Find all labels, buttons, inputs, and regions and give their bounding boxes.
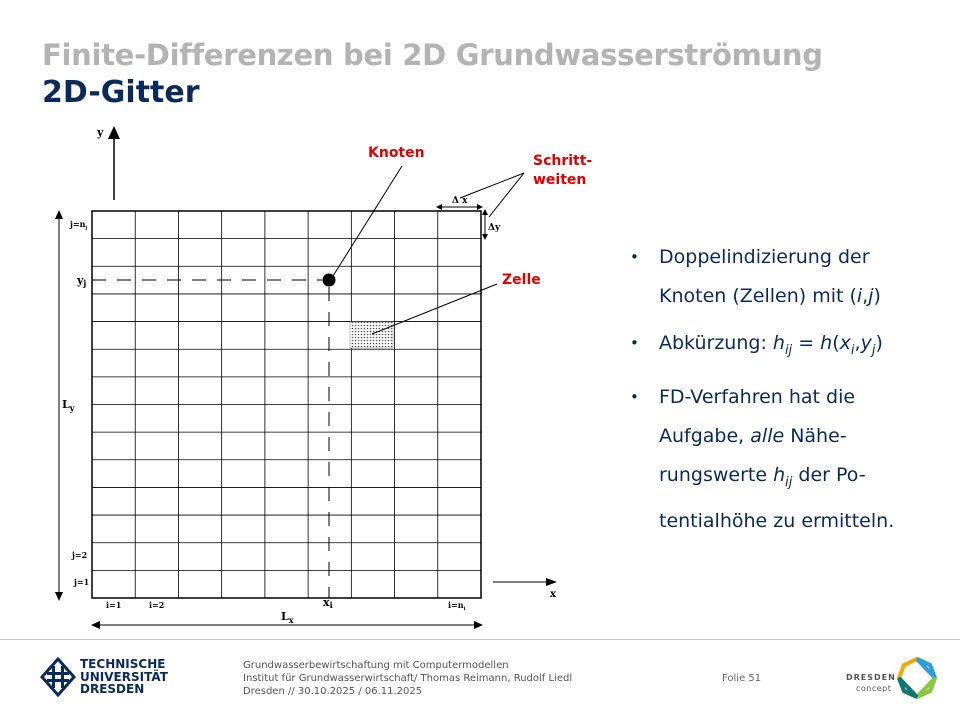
y-axis-label: y bbox=[96, 126, 104, 139]
col-last-label: i=ni bbox=[448, 600, 466, 612]
width-arrow-left bbox=[91, 621, 100, 629]
slide-subtitle: 2D-Gitter bbox=[42, 75, 200, 110]
col2-label: i=2 bbox=[149, 600, 164, 610]
x-axis-arrowhead bbox=[546, 578, 557, 586]
footer-divider bbox=[0, 639, 960, 640]
col-xi-label: xi bbox=[323, 596, 333, 610]
width-label: Lx bbox=[281, 610, 294, 625]
slide-number: Folie 51 bbox=[722, 673, 762, 684]
y-axis-arrowhead bbox=[108, 126, 120, 139]
cell-leader-line bbox=[371, 283, 498, 335]
height-arrow-bottom bbox=[55, 592, 63, 601]
course-info: Grundwasserbewirtschaftung mit Computerm… bbox=[243, 660, 573, 697]
step-annotation-line1: Schritt- bbox=[533, 153, 592, 169]
node-annotation: Knoten bbox=[368, 145, 425, 161]
grid-border bbox=[91, 210, 482, 599]
step-leader-dy bbox=[488, 172, 525, 218]
slide-title: Finite-Differenzen bei 2D Grundwasserstr… bbox=[42, 38, 823, 72]
col1-label: i=1 bbox=[106, 600, 121, 610]
width-arrow-right bbox=[474, 621, 483, 629]
height-arrow-top bbox=[55, 210, 63, 219]
x-axis-label: x bbox=[550, 589, 557, 600]
tud-wordmark: TECHNISCHE UNIVERSITÄT DRESDEN bbox=[80, 657, 168, 696]
dy-arrow-bottom bbox=[482, 234, 488, 240]
dx-label: Δ x bbox=[452, 196, 468, 206]
height-label: Ly bbox=[62, 398, 75, 413]
node-leader-line bbox=[332, 165, 403, 277]
grid-lines bbox=[92, 211, 481, 598]
bullet-item: Doppelindizierung der Knoten (Zellen) mi… bbox=[628, 238, 928, 316]
dy-arrow-top bbox=[482, 209, 488, 215]
row1-label: j=1 bbox=[73, 577, 89, 587]
row2-label: j=2 bbox=[71, 550, 87, 560]
dy-label: Δy bbox=[488, 223, 501, 233]
step-leader-dx bbox=[459, 172, 525, 199]
cell-annotation: Zelle bbox=[502, 272, 541, 288]
bullet-item: FD-Verfahren hat die Aufgabe, alle Nähe-… bbox=[628, 378, 928, 541]
dresden-concept-logo-icon bbox=[896, 657, 938, 699]
dx-arrow-left bbox=[436, 204, 442, 210]
row-yj-label: yj bbox=[76, 274, 86, 288]
row-top-label: j=nj bbox=[69, 219, 87, 231]
node-marker bbox=[322, 273, 336, 287]
dx-arrow-right bbox=[477, 204, 483, 210]
bullet-item: Abkürzung: hij = h(xi,yj) bbox=[628, 324, 928, 370]
grid-diagram: y x Δ x Δy Knoten Schritt- weiten Zelle … bbox=[55, 126, 592, 629]
dresden-concept-wordmark: DRESDEN concept bbox=[846, 673, 896, 693]
cell-highlight bbox=[349, 321, 394, 349]
tud-logo-icon bbox=[40, 656, 77, 698]
bullet-list: Doppelindizierung der Knoten (Zellen) mi… bbox=[628, 238, 928, 549]
step-annotation-line2: weiten bbox=[533, 172, 586, 188]
